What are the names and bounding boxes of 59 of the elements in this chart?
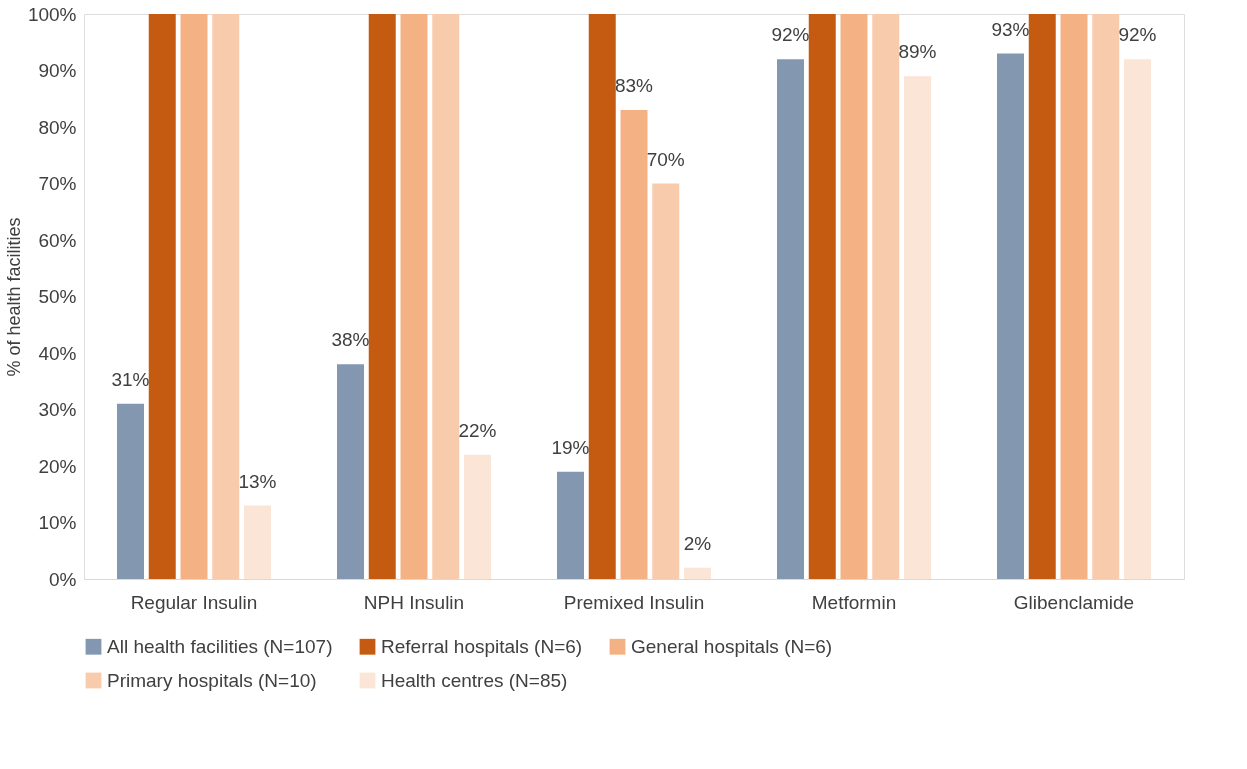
bar: [148, 14, 176, 579]
bar: [337, 364, 364, 579]
bar: [212, 14, 240, 579]
legend-label: All health facilities (N=107): [107, 635, 333, 657]
bar: [997, 53, 1024, 579]
bar: [180, 14, 208, 579]
y-tick-label: 60%: [38, 229, 77, 251]
bar: [557, 471, 584, 579]
data-label: 83%: [614, 75, 654, 97]
legend-label: General hospitals (N=6): [631, 635, 833, 657]
bar: [652, 183, 680, 579]
bar: [400, 14, 428, 579]
bar: [684, 567, 711, 579]
data-label: 19%: [551, 436, 590, 458]
bar: [464, 454, 491, 579]
bar: [1060, 14, 1088, 579]
bar: [808, 14, 836, 579]
data-label: 92%: [1118, 24, 1157, 46]
bar: [1092, 14, 1120, 579]
x-tick-label: Metformin: [811, 591, 897, 613]
data-label: 38%: [331, 329, 370, 351]
bar: [117, 403, 144, 579]
y-tick-label: 50%: [38, 286, 77, 307]
bar: [1028, 14, 1056, 579]
y-tick-label: 100%: [27, 3, 77, 25]
y-tick-label: 40%: [38, 342, 77, 364]
bar: [368, 14, 396, 579]
bar: [432, 14, 460, 579]
data-label: 2%: [683, 532, 712, 554]
bar: [840, 14, 868, 579]
bar: [588, 14, 616, 579]
x-tick-label: Regular Insulin: [130, 591, 258, 613]
y-tick-label: 70%: [38, 173, 77, 194]
data-label: 89%: [898, 41, 937, 63]
bar: [777, 59, 804, 579]
bar: [620, 110, 648, 579]
bar: [872, 14, 900, 579]
legend-label: Primary hospitals (N=10): [107, 669, 317, 691]
bar: [904, 76, 931, 579]
data-label: 13%: [238, 470, 277, 492]
y-tick-label: 20%: [38, 455, 77, 477]
data-label: 93%: [991, 18, 1030, 40]
data-label: 31%: [111, 368, 150, 390]
y-tick-label: 90%: [38, 60, 77, 81]
y-axis-title: % of health facilities: [3, 217, 24, 377]
y-tick-label: 30%: [38, 399, 77, 420]
data-label: 92%: [771, 24, 810, 46]
y-tick-label: 0%: [49, 568, 77, 590]
x-tick-label: Glibenclamide: [1013, 591, 1135, 613]
y-tick-label: 10%: [38, 512, 77, 533]
data-label: 70%: [646, 148, 685, 170]
bar: [244, 505, 271, 579]
x-tick-label: NPH Insulin: [363, 591, 465, 613]
x-tick-label: Premixed Insulin: [563, 591, 705, 613]
bar: [1124, 59, 1151, 579]
data-label: 22%: [458, 419, 497, 441]
legend-label: Referral hospitals (N=6): [381, 635, 583, 657]
legend-label: Health centres (N=85): [381, 669, 568, 691]
y-tick-label: 80%: [38, 116, 77, 138]
